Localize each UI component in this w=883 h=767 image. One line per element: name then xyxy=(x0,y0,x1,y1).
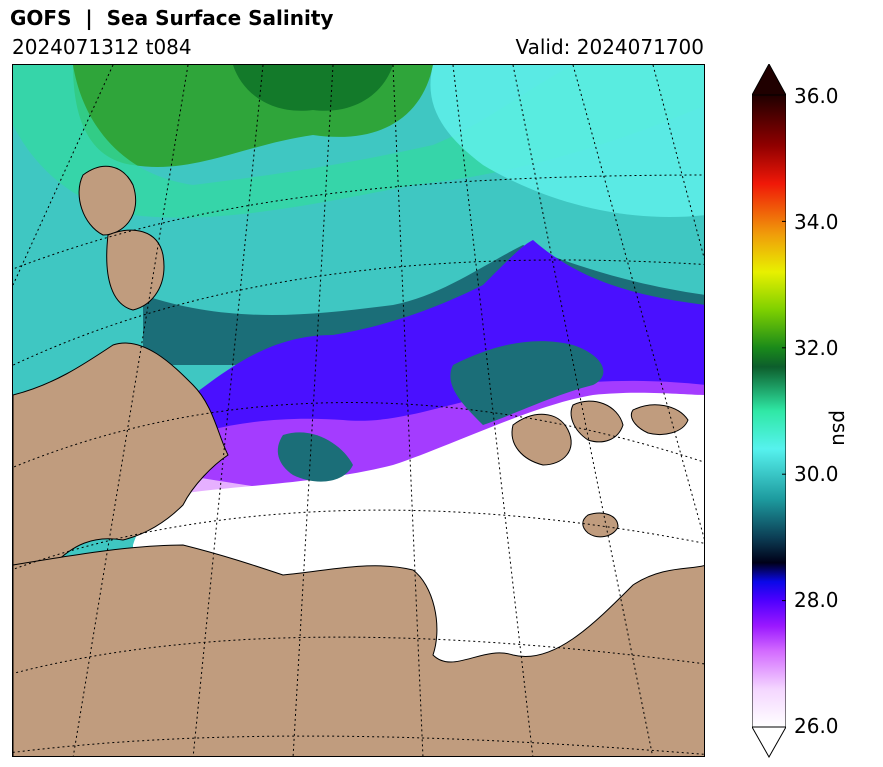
colorbar-tick-label: 36.0 xyxy=(794,84,839,108)
colorbar-extend-min-triangle xyxy=(752,726,786,758)
plot-title: GOFS | Sea Surface Salinity xyxy=(10,6,334,30)
colorbar-tick-label: 28.0 xyxy=(794,588,839,612)
colorbar-tick-label: 26.0 xyxy=(794,714,839,738)
colorbar-unit-label: psu xyxy=(828,410,852,446)
colorbar xyxy=(752,64,786,758)
severnaya-zemlya-1 xyxy=(511,413,572,466)
severnaya-zemlya-2 xyxy=(570,400,624,443)
colorbar-gradient xyxy=(752,94,786,728)
forecast-run-label: 2024071312 t084 xyxy=(12,35,192,59)
cyan-band xyxy=(430,65,704,217)
colorbar-ticks xyxy=(782,94,786,728)
dark-green-core xyxy=(233,65,393,111)
colorbar-tick-label: 34.0 xyxy=(794,210,839,234)
teal-eddy-2 xyxy=(450,341,604,425)
valid-time-label: Valid: 2024071700 xyxy=(515,35,704,59)
teal-eddy-1 xyxy=(277,432,353,482)
salinity-map xyxy=(12,64,705,757)
island-small xyxy=(582,512,619,538)
novaya-zemlya-north-island xyxy=(78,165,137,236)
yamal-and-mainland xyxy=(13,342,229,566)
map-canvas xyxy=(13,65,704,756)
novaya-zemlya-south-island xyxy=(106,229,165,311)
graticule xyxy=(13,65,704,756)
colorbar-extend-max-triangle xyxy=(752,64,786,96)
taymyr-coast xyxy=(13,544,704,756)
colorbar-tick-label: 32.0 xyxy=(794,336,839,360)
colorbar-tick-label: 30.0 xyxy=(794,462,839,486)
